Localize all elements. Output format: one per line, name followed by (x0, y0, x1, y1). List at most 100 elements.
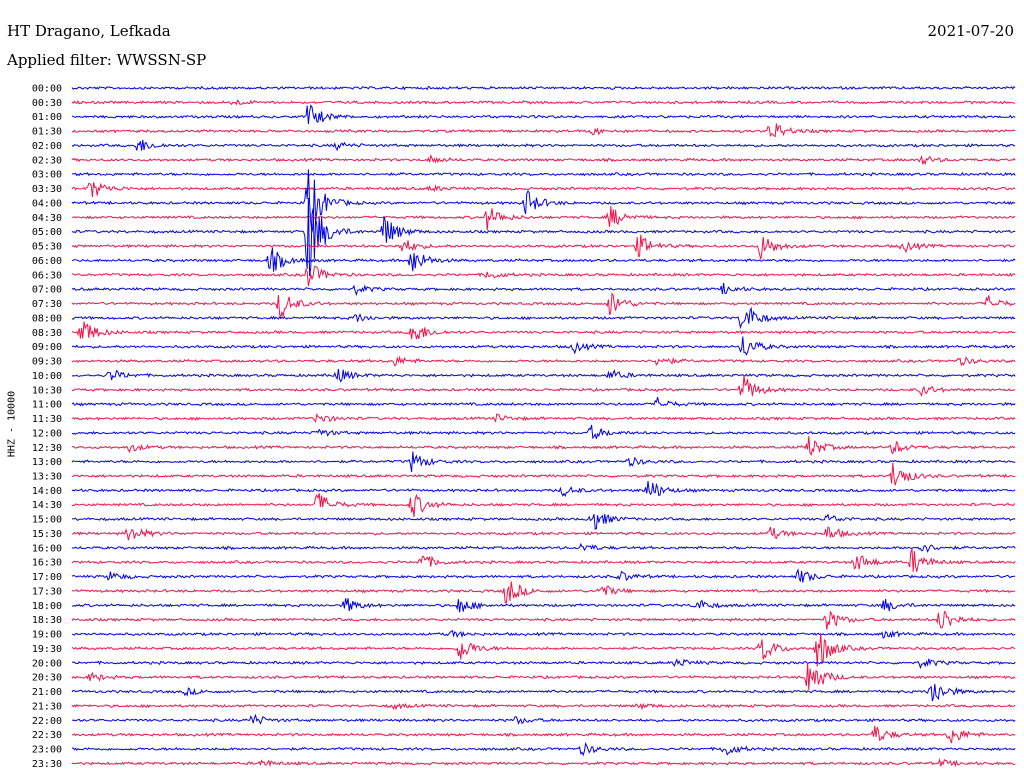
trace-line (71, 725, 1016, 744)
time-tick-label: 09:00 (32, 342, 62, 353)
time-tick-label: 17:00 (32, 572, 62, 583)
trace-line (71, 633, 1016, 667)
time-tick-label: 21:00 (32, 687, 62, 698)
trace-line (72, 741, 1016, 757)
time-tick-label: 10:30 (32, 385, 62, 396)
trace-line (71, 629, 1016, 640)
station-title: HT Dragano, Lefkada (7, 22, 171, 40)
time-tick-label: 14:00 (32, 486, 62, 497)
time-tick-label: 04:00 (32, 198, 62, 209)
trace-line (71, 197, 1016, 276)
time-tick-label: 07:00 (32, 285, 62, 296)
trace-line (72, 513, 1016, 530)
time-tick-label: 18:30 (32, 615, 62, 626)
time-tick-label: 10:00 (32, 371, 62, 382)
time-tick-label: 11:00 (32, 400, 62, 411)
trace-line (71, 424, 1016, 440)
time-tick-label: 05:30 (32, 242, 62, 253)
trace-line (71, 568, 1016, 583)
trace-line (71, 336, 1016, 356)
time-tick-label: 03:00 (32, 170, 62, 181)
trace-line (71, 451, 1016, 473)
trace-line (71, 169, 1016, 233)
trace-line (71, 99, 1016, 106)
trace-line (71, 265, 1016, 287)
trace-line (71, 234, 1016, 260)
time-tick-label: 16:00 (32, 543, 62, 554)
trace-line (71, 368, 1016, 383)
time-tick-label: 06:30 (32, 270, 62, 281)
time-tick-label: 00:00 (32, 84, 62, 95)
trace-group (71, 85, 1016, 768)
time-tick-label: 23:00 (32, 745, 62, 756)
time-tick-label: 06:00 (32, 256, 62, 267)
time-tick-label: 13:30 (32, 471, 62, 482)
trace-line (71, 85, 1016, 91)
trace-line (71, 321, 1016, 340)
trace-line (72, 462, 1016, 486)
time-tick-label: 01:30 (32, 127, 62, 138)
time-tick-label: 20:00 (32, 658, 62, 669)
trace-line (71, 247, 1016, 272)
time-tick-label: 18:00 (32, 601, 62, 612)
time-tick-label: 08:30 (32, 328, 62, 339)
time-tick-label: 17:30 (32, 586, 62, 597)
time-tick-label: 19:00 (32, 630, 62, 641)
trace-line (71, 291, 1016, 319)
trace-line (71, 526, 1016, 541)
time-tick-label: 16:30 (32, 558, 62, 569)
trace-line (71, 396, 1016, 407)
time-tick-label: 14:30 (32, 500, 62, 511)
trace-line (71, 757, 1016, 768)
time-tick-label: 12:30 (32, 443, 62, 454)
time-tick-label: 00:30 (32, 98, 62, 109)
trace-line (71, 658, 1016, 670)
time-tick-label: 15:00 (32, 515, 62, 526)
trace-line (71, 206, 1016, 231)
time-tick-label: 09:30 (32, 357, 62, 368)
trace-line (71, 171, 1016, 177)
trace-line (71, 662, 1016, 690)
time-tick-label: 07:30 (32, 299, 62, 310)
trace-line (71, 182, 1016, 198)
trace-line (71, 412, 1016, 423)
time-tick-label: 20:30 (32, 673, 62, 684)
time-tick-label: 21:30 (32, 701, 62, 712)
trace-line (71, 123, 1016, 138)
time-tick-label: 22:00 (32, 716, 62, 727)
trace-line (72, 598, 1016, 613)
time-tick-label: 19:30 (32, 644, 62, 655)
trace-line (71, 683, 1016, 702)
trace-line (71, 610, 1016, 630)
trace-line (71, 104, 1016, 125)
time-tick-label: 11:30 (32, 414, 62, 425)
tick-label-group: 00:00 00:30 01:00 01:30 02:00 02:30 03:00 03:30… (32, 84, 62, 770)
trace-line (71, 581, 1016, 604)
trace-line (71, 713, 1016, 725)
time-tick-label: 13:00 (32, 457, 62, 468)
filter-label: Applied filter: WWSSN-SP (7, 51, 207, 69)
trace-line (71, 306, 1016, 330)
trace-line (71, 375, 1016, 398)
time-tick-label: 12:00 (32, 428, 62, 439)
trace-line (71, 702, 1016, 711)
time-tick-label: 04:30 (32, 213, 62, 224)
time-tick-label: 15:30 (32, 529, 62, 540)
trace-line (71, 282, 1016, 296)
trace-line (71, 548, 1016, 572)
time-tick-label: 01:00 (32, 112, 62, 123)
time-tick-label: 22:30 (32, 730, 62, 741)
time-tick-label: 03:30 (32, 184, 62, 195)
trace-line (71, 355, 1016, 367)
time-tick-label: 08:00 (32, 313, 62, 324)
trace-line (71, 139, 1016, 152)
trace-line (71, 493, 1016, 518)
trace-line (71, 154, 1016, 166)
plot-date: 2021-07-20 (927, 22, 1014, 40)
time-tick-label: 02:00 (32, 141, 62, 152)
time-tick-label: 05:00 (32, 227, 62, 238)
time-tick-label: 23:30 (32, 759, 62, 770)
time-tick-label: 02:30 (32, 155, 62, 166)
trace-line (71, 436, 1016, 456)
